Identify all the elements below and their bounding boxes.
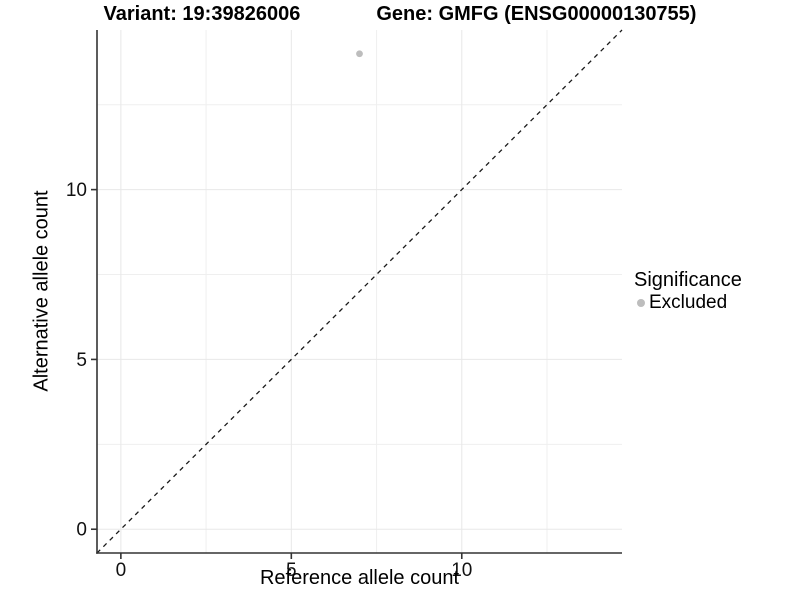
legend-entry: Excluded [634,292,742,314]
x-axis-title: Reference allele count [259,567,459,589]
legend-point-icon [637,299,645,307]
legend-key [634,299,649,307]
legend: Significance Excluded [634,268,742,314]
plot-title-row: Variant: 19:39826006 Gene: GMFG (ENSG000… [0,2,800,26]
y-axis-title: Alternative allele count [30,190,53,392]
variant-title: Variant: 19:39826006 [103,3,301,25]
y-axis-tick-label: 0 [76,520,87,541]
y-axis-tick-label: 10 [66,180,87,201]
x-axis-tick-label: 0 [116,560,127,581]
data-point [356,50,363,58]
gene-title: Gene: GMFG (ENSG00000130755) [376,3,697,25]
legend-entry-label: Excluded [649,292,728,313]
x-axis-tick-label: 10 [451,560,472,581]
x-axis-tick-label: 5 [286,560,297,581]
identity-line [96,29,623,554]
y-axis-tick-label: 5 [76,350,87,371]
legend-title: Significance [634,269,742,291]
